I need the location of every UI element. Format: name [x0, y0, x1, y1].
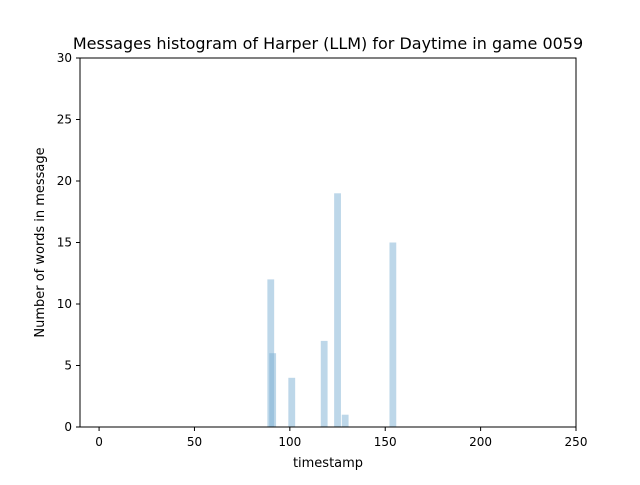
y-tick-label: 10 [57, 297, 72, 311]
plot-frame [79, 57, 577, 428]
histogram-bar [389, 242, 397, 427]
x-tick-label: 0 [95, 435, 103, 449]
histogram-bar [269, 353, 277, 427]
histogram-bar [288, 377, 296, 427]
x-tick-label: 150 [374, 435, 397, 449]
y-tick-label: 15 [57, 236, 72, 250]
chart-title: Messages histogram of Harper (LLM) for D… [73, 34, 583, 53]
y-tick-label: 5 [64, 359, 72, 373]
histogram-bar [341, 414, 349, 427]
histogram-bar [334, 193, 341, 427]
histogram-bar [320, 340, 328, 427]
x-tick-label: 200 [469, 435, 492, 449]
x-tick-label: 250 [565, 435, 588, 449]
y-tick-label: 0 [64, 420, 72, 434]
x-axis-label: timestamp [293, 456, 363, 471]
x-axis: 0 50 100 150 200 250 [95, 427, 587, 449]
bars-layer [267, 193, 397, 427]
y-axis: 0 5 10 15 20 25 30 [57, 51, 80, 434]
y-tick-label: 30 [57, 51, 72, 65]
y-axis-label: Number of words in message [33, 147, 48, 337]
y-tick-label: 25 [57, 113, 72, 127]
x-tick-label: 50 [187, 435, 202, 449]
x-tick-label: 100 [278, 435, 301, 449]
y-tick-label: 20 [57, 174, 72, 188]
